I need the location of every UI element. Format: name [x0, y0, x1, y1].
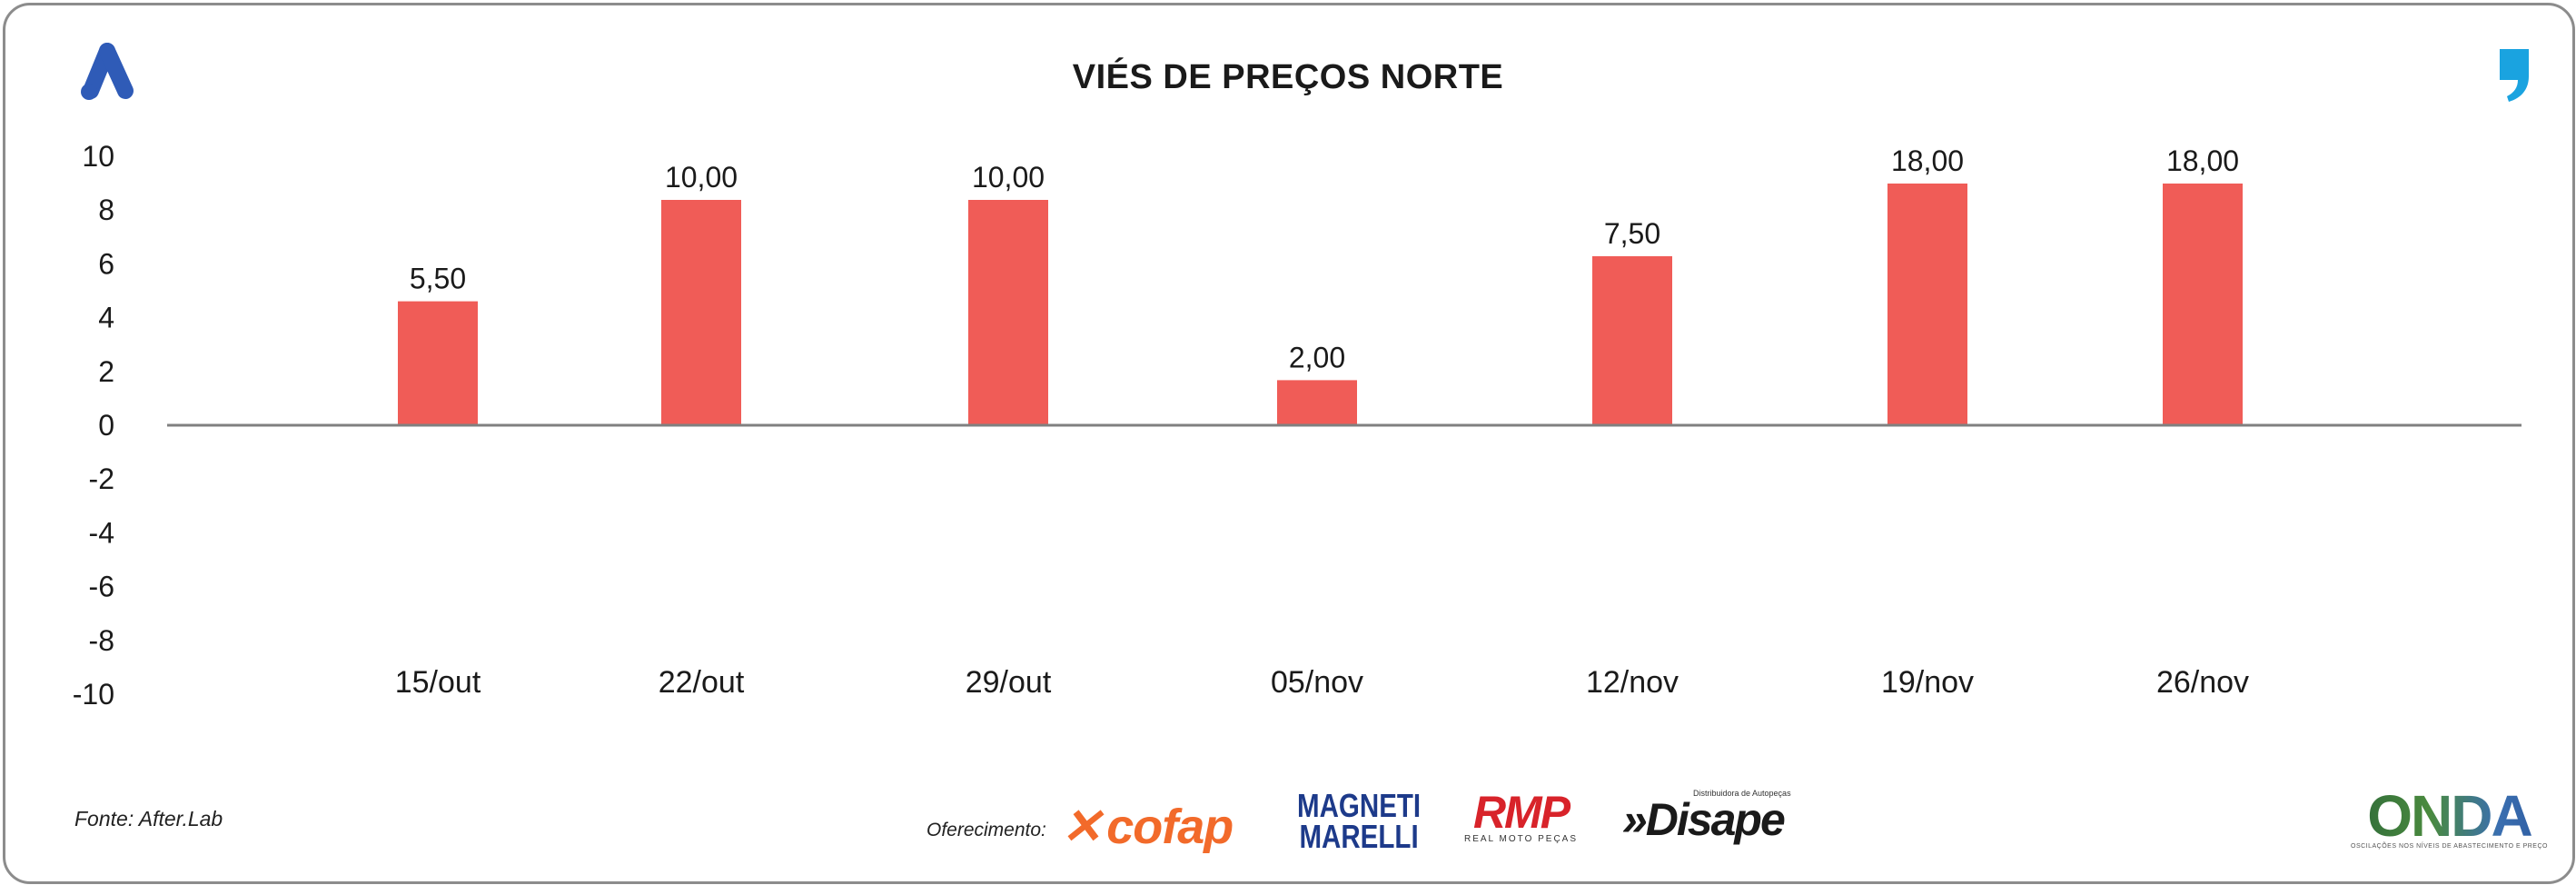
disape-subtext: Distribuidora de Autopeças [1693, 789, 1791, 798]
brand-a-logo-icon [76, 42, 140, 106]
x-tick-label: 29/out [966, 665, 1052, 700]
sponsor-label: Oferecimento: [926, 820, 1046, 840]
chart-title: VIÉS DE PREÇOS NORTE [1072, 58, 1504, 96]
cofap-logo: ✕ cofap [1061, 798, 1234, 855]
x-tick-label: 26/nov [2156, 665, 2249, 700]
x-tick-label: 19/nov [1881, 665, 1974, 700]
data-label: 7,50 [1604, 217, 1660, 250]
magneti-marelli-logo: MAGNETI MARELLI [1297, 787, 1422, 855]
marelli-text: MARELLI [1299, 818, 1419, 855]
data-label: 5,50 [410, 263, 466, 295]
data-label: 10,00 [972, 161, 1045, 194]
data-label: 2,00 [1289, 341, 1345, 373]
y-tick-label: -2 [89, 462, 114, 495]
disape-text: »Disape [1622, 794, 1786, 845]
cofap-x-icon: ✕ [1061, 800, 1102, 854]
bar-15/out [398, 301, 478, 425]
y-tick-label: 0 [98, 409, 114, 442]
bar-26/nov [2163, 184, 2243, 425]
y-tick-label: -8 [89, 624, 114, 657]
data-label: 18,00 [1891, 144, 1964, 177]
y-tick-label: 8 [98, 194, 114, 226]
y-tick-label: 2 [98, 355, 114, 388]
rmp-text: RMP [1472, 787, 1570, 838]
y-tick-label: 6 [98, 247, 114, 280]
rmp-logo: RMP REAL MOTO PEÇAS [1464, 787, 1579, 844]
y-tick-label: -10 [73, 678, 114, 711]
bar-12/nov [1592, 256, 1672, 425]
y-tick-label: 4 [98, 302, 114, 334]
y-tick-label: 10 [82, 140, 114, 173]
bar-05/nov [1277, 380, 1357, 425]
bar-19/nov [1887, 184, 1967, 425]
cofap-logo-text: cofap [1106, 800, 1234, 854]
x-tick-label: 05/nov [1271, 665, 1363, 700]
quote-mark-icon [2496, 49, 2532, 106]
y-tick-label: -6 [89, 571, 114, 603]
data-label: 10,00 [665, 161, 738, 194]
magneti-text: MAGNETI [1297, 787, 1422, 824]
chart-frame [3, 3, 2575, 884]
x-tick-label: 15/out [395, 665, 481, 700]
rmp-subtext: REAL MOTO PEÇAS [1464, 834, 1579, 844]
bar-29/out [968, 200, 1048, 425]
x-tick-label: 22/out [659, 665, 745, 700]
disape-logo: Distribuidora de Autopeças »Disape [1622, 789, 1791, 845]
source-note: Fonte: After.Lab [74, 807, 223, 830]
y-tick-label: -4 [89, 516, 114, 549]
data-label: 18,00 [2166, 144, 2239, 177]
bar-22/out [661, 200, 741, 425]
x-tick-label: 12/nov [1586, 665, 1679, 700]
onda-logo: ONDA OSCILAÇÕES NOS NÍVEIS DE ABASTECIME… [2351, 787, 2548, 850]
onda-text: ONDA [2351, 787, 2548, 845]
onda-subtext: OSCILAÇÕES NOS NÍVEIS DE ABASTECIMENTO E… [2351, 843, 2548, 850]
